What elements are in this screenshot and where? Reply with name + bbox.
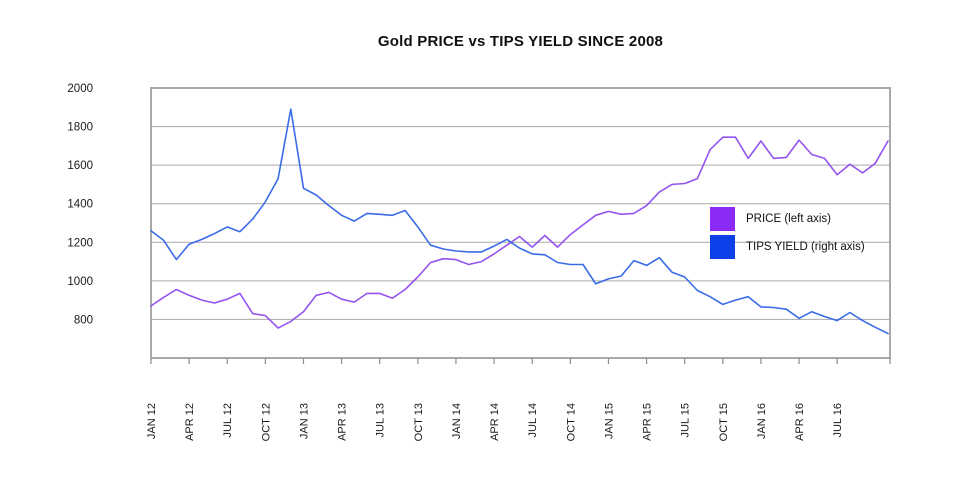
x-tick-label: APR 12 xyxy=(184,403,196,441)
x-tick-label: APR 13 xyxy=(337,403,349,441)
y-tick-label: 2000 xyxy=(67,83,93,95)
y-tick-label: 1800 xyxy=(67,122,93,134)
x-tick-label: JAN 12 xyxy=(146,403,158,439)
chart-title: Gold PRICE vs TIPS YIELD SINCE 2008 xyxy=(377,33,664,50)
legend-item-price: PRICE (left axis) xyxy=(710,206,865,231)
x-tick-label: OCT 15 xyxy=(718,403,730,441)
x-tick-label: JAN 16 xyxy=(756,403,768,439)
x-tick-label: APR 14 xyxy=(489,403,501,441)
x-tick-label: JUL 13 xyxy=(375,403,387,437)
x-tick-label: OCT 13 xyxy=(413,403,425,441)
legend-label-tips-yield: TIPS YIELD (right axis) xyxy=(746,240,865,253)
x-tick-label: APR 16 xyxy=(794,403,806,441)
x-tick-label: OCT 14 xyxy=(565,403,577,441)
x-tick-label: JUL 14 xyxy=(527,403,539,437)
y-tick-label: 1200 xyxy=(67,237,93,249)
x-tick-label: APR 15 xyxy=(642,403,654,441)
x-tick-label: JUL 15 xyxy=(680,403,692,437)
price-line xyxy=(150,136,889,329)
y-tick-label: 1600 xyxy=(67,160,93,172)
y-tick-label: 800 xyxy=(74,314,93,326)
legend-label-price: PRICE (left axis) xyxy=(746,212,831,225)
tips-yield-line xyxy=(150,108,889,335)
x-tick-label: JAN 15 xyxy=(603,403,615,439)
x-tick-label: JAN 13 xyxy=(298,403,310,439)
x-tick-label: OCT 12 xyxy=(260,403,272,441)
y-tick-label: 1400 xyxy=(67,199,93,211)
legend: PRICE (left axis) TIPS YIELD (right axis… xyxy=(710,206,865,262)
plot-border xyxy=(150,87,891,359)
legend-item-tips-yield: TIPS YIELD (right axis) xyxy=(710,234,865,259)
price-series-swatch xyxy=(710,206,735,231)
x-tick-label: JAN 14 xyxy=(451,403,463,439)
tips-yield-series-swatch xyxy=(710,234,735,259)
x-tick-label: JUL 12 xyxy=(222,403,234,437)
y-tick-label: 1000 xyxy=(67,276,93,288)
x-tick-label: JUL 16 xyxy=(832,403,844,437)
